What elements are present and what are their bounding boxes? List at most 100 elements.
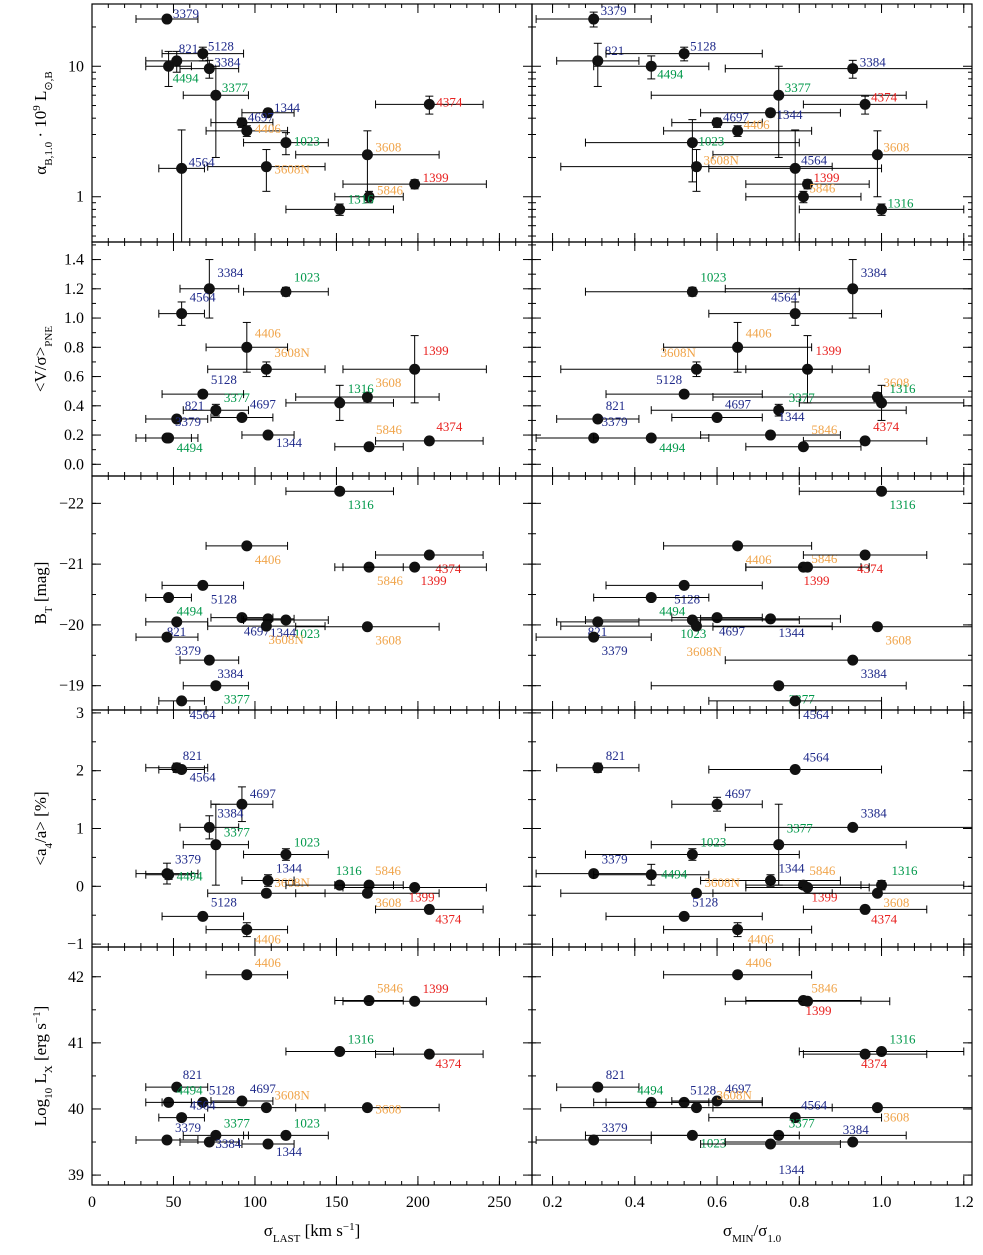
point-label-4374: 4374 bbox=[436, 419, 463, 434]
y-tick-label-a4: 3 bbox=[76, 705, 84, 722]
point-label-3608: 3608 bbox=[375, 633, 401, 648]
point-label-1344: 1344 bbox=[779, 409, 806, 424]
point-label-4494: 4494 bbox=[177, 604, 204, 619]
point-label-821: 821 bbox=[605, 43, 625, 58]
point-label-4494: 4494 bbox=[659, 440, 686, 455]
point-label-5128: 5128 bbox=[209, 1082, 235, 1097]
data-point-4564 bbox=[176, 764, 188, 776]
point-label-1023: 1023 bbox=[700, 270, 726, 285]
point-label-4406: 4406 bbox=[746, 955, 773, 970]
data-point-4494 bbox=[645, 432, 657, 444]
y-axis-title-bt: BT [mag] bbox=[31, 562, 55, 625]
point-label-3608: 3608 bbox=[883, 1110, 909, 1125]
y-axis-title-vsigma: <V/σ>PNE bbox=[31, 326, 55, 392]
point-label-3379: 3379 bbox=[602, 852, 628, 867]
data-point-3608 bbox=[871, 887, 883, 899]
point-label-5128: 5128 bbox=[211, 591, 237, 606]
data-point-4374 bbox=[859, 549, 871, 561]
data-point-5846 bbox=[797, 191, 809, 203]
data-point-1316 bbox=[876, 485, 888, 497]
data-point-3384 bbox=[203, 654, 215, 666]
data-point-1344 bbox=[765, 875, 777, 887]
data-point-3608N bbox=[690, 887, 702, 899]
point-label-1023: 1023 bbox=[294, 626, 320, 641]
x-tick-label-ratio: 1.2 bbox=[954, 1194, 974, 1211]
data-point-4406 bbox=[732, 125, 744, 137]
data-point-4374 bbox=[423, 1048, 435, 1060]
point-label-3384: 3384 bbox=[861, 805, 888, 820]
point-label-3608N: 3608N bbox=[274, 875, 310, 890]
point-label-4697: 4697 bbox=[719, 624, 746, 639]
data-point-5846 bbox=[363, 191, 375, 203]
data-point-3377 bbox=[773, 89, 785, 101]
data-point-1316 bbox=[334, 203, 346, 215]
panel-frame-lx bbox=[91, 946, 533, 1186]
point-label-3384: 3384 bbox=[217, 666, 244, 681]
point-label-821: 821 bbox=[179, 41, 199, 56]
data-point-4494 bbox=[645, 869, 657, 881]
data-point-5128 bbox=[678, 48, 690, 60]
point-label-3384: 3384 bbox=[214, 55, 241, 70]
data-point-4406 bbox=[241, 341, 253, 353]
panel-frame-lx-ratio bbox=[531, 946, 973, 1186]
data-point-3384 bbox=[847, 654, 859, 666]
data-point-4406 bbox=[241, 540, 253, 552]
data-point-1399 bbox=[409, 881, 421, 893]
point-label-1316: 1316 bbox=[348, 191, 375, 206]
y-tick-label-lx: 41 bbox=[68, 1035, 84, 1052]
data-point-1023 bbox=[686, 137, 698, 149]
point-label-4697: 4697 bbox=[723, 110, 750, 125]
point-label-4697: 4697 bbox=[250, 786, 276, 801]
data-point-1344 bbox=[262, 429, 274, 441]
y-tick-label-vsigma: 0.0 bbox=[64, 456, 84, 473]
y-tick-label-vsigma: 0.2 bbox=[64, 427, 84, 444]
point-label-3377: 3377 bbox=[222, 80, 249, 95]
point-label-4374: 4374 bbox=[435, 561, 462, 576]
data-point-3379 bbox=[161, 1134, 173, 1146]
data-point-3608N bbox=[690, 1102, 702, 1114]
point-label-3608N: 3608N bbox=[268, 632, 304, 647]
point-label-3608: 3608 bbox=[375, 895, 401, 910]
point-label-3608N: 3608N bbox=[274, 1088, 310, 1103]
point-label-3379: 3379 bbox=[601, 3, 627, 18]
data-point-4697 bbox=[236, 798, 248, 810]
data-point-5128 bbox=[678, 910, 690, 922]
data-point-3379 bbox=[161, 631, 173, 643]
point-label-4494: 4494 bbox=[661, 867, 688, 882]
point-label-3377: 3377 bbox=[789, 1115, 816, 1130]
x-axis-title-ratio: σMIN/σ1.0 bbox=[723, 1221, 782, 1245]
data-point-4564 bbox=[176, 162, 188, 174]
point-label-4494: 4494 bbox=[177, 440, 204, 455]
point-label-3384: 3384 bbox=[217, 805, 244, 820]
y-tick-label-lx: 39 bbox=[68, 1167, 84, 1184]
data-point-5128 bbox=[197, 910, 209, 922]
point-label-4406: 4406 bbox=[255, 932, 282, 947]
data-point-4697 bbox=[711, 1095, 723, 1107]
x-tick-label-sigma_last: 150 bbox=[324, 1194, 348, 1211]
point-label-5846: 5846 bbox=[811, 422, 838, 437]
point-label-3384: 3384 bbox=[861, 666, 888, 681]
point-label-5128: 5128 bbox=[656, 372, 682, 387]
y-axis-title-alpha: αB,1.0 · 109 L⊙,B bbox=[31, 71, 55, 174]
point-label-4564: 4564 bbox=[803, 750, 830, 765]
point-label-4697: 4697 bbox=[248, 110, 274, 125]
panel-frame-alpha bbox=[91, 3, 533, 243]
point-label-1316: 1316 bbox=[348, 1031, 375, 1046]
data-point-4494 bbox=[163, 592, 175, 604]
point-label-4564: 4564 bbox=[801, 152, 828, 167]
point-label-3377: 3377 bbox=[787, 821, 814, 836]
point-label-4494: 4494 bbox=[657, 66, 684, 81]
data-point-5846 bbox=[363, 995, 375, 1007]
data-point-3608 bbox=[361, 149, 373, 161]
point-label-5846: 5846 bbox=[377, 981, 404, 996]
x-tick-label-ratio: 1.0 bbox=[872, 1194, 892, 1211]
point-label-3379: 3379 bbox=[602, 1120, 628, 1135]
data-point-4494 bbox=[163, 60, 175, 72]
point-label-3377: 3377 bbox=[224, 692, 251, 707]
point-label-3608: 3608 bbox=[883, 140, 909, 155]
data-point-4374 bbox=[423, 903, 435, 915]
point-label-821: 821 bbox=[183, 1067, 203, 1082]
data-point-1023 bbox=[280, 137, 292, 149]
point-label-1399: 1399 bbox=[409, 889, 435, 904]
point-label-1344: 1344 bbox=[276, 435, 303, 450]
